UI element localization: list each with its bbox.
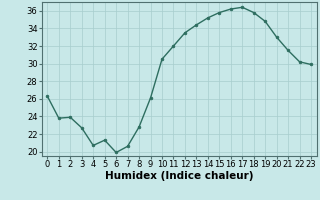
X-axis label: Humidex (Indice chaleur): Humidex (Indice chaleur): [105, 171, 253, 181]
